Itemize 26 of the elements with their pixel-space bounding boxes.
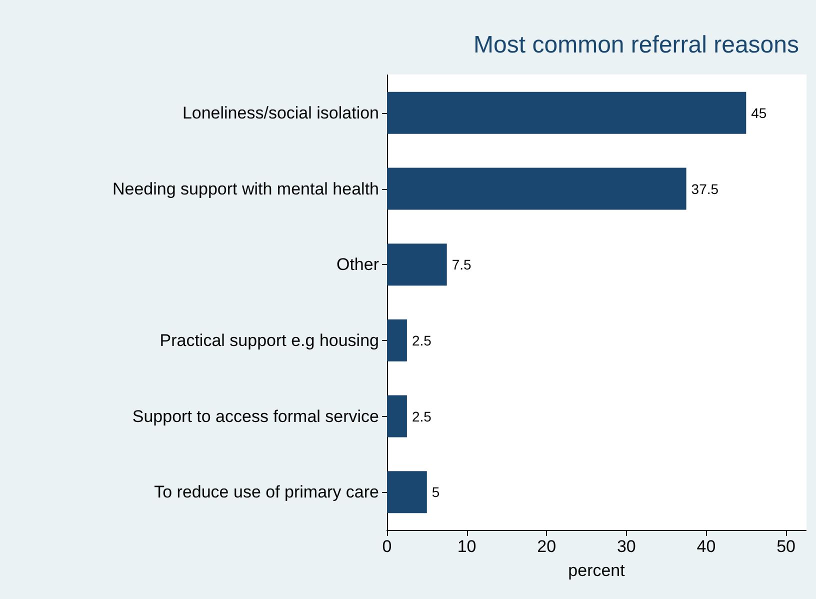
y-tick-label: Needing support with mental health (112, 179, 379, 198)
y-tick-label: To reduce use of primary care (154, 482, 379, 502)
chart-title: Most common referral reasons (474, 32, 800, 58)
x-axis-title: percent (568, 561, 626, 580)
data-label: 2.5 (412, 332, 432, 348)
bar (387, 92, 746, 134)
data-label: 5 (432, 484, 440, 500)
data-label: 7.5 (452, 256, 472, 273)
y-tick-label: Support to access formal service (132, 406, 379, 426)
y-tick-label: Practical support e.g housing (160, 330, 379, 350)
bar (387, 168, 686, 210)
x-tick-label: 50 (776, 537, 796, 556)
y-tick-label: Other (336, 255, 380, 274)
data-label: 45 (751, 104, 767, 121)
bar (387, 395, 407, 438)
x-tick-label: 20 (537, 537, 556, 556)
data-label: 2.5 (412, 408, 432, 424)
bar (387, 244, 447, 286)
x-tick-label: 10 (457, 537, 476, 556)
x-tick-label: 0 (382, 537, 392, 556)
bar (387, 471, 427, 514)
bar (387, 319, 407, 362)
x-tick-label: 30 (616, 537, 636, 556)
y-tick-label: Loneliness/social isolation (182, 103, 379, 122)
data-label: 37.5 (691, 180, 719, 197)
x-tick-label: 40 (696, 537, 716, 556)
